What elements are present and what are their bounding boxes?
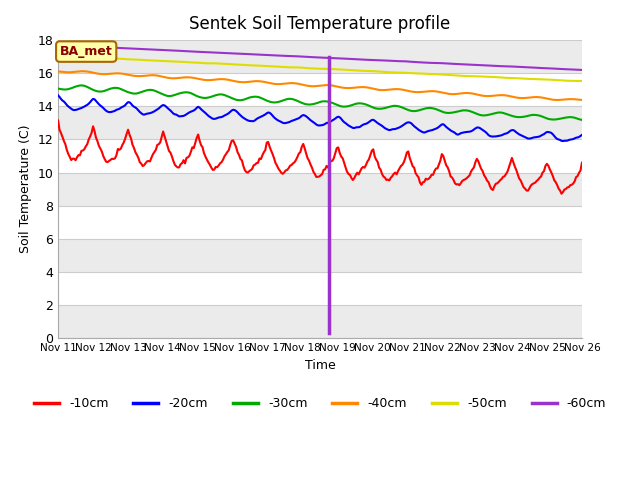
Bar xyxy=(58,73,582,107)
Bar xyxy=(58,173,582,206)
Title: Sentek Soil Temperature profile: Sentek Soil Temperature profile xyxy=(189,15,451,33)
Bar xyxy=(58,107,582,140)
X-axis label: Time: Time xyxy=(305,359,335,372)
Bar xyxy=(58,305,582,338)
Text: BA_met: BA_met xyxy=(60,45,113,58)
Legend: -10cm, -20cm, -30cm, -40cm, -50cm, -60cm: -10cm, -20cm, -30cm, -40cm, -50cm, -60cm xyxy=(29,392,611,415)
Bar xyxy=(58,239,582,272)
Bar xyxy=(58,206,582,239)
Y-axis label: Soil Temperature (C): Soil Temperature (C) xyxy=(19,125,32,253)
Bar xyxy=(58,272,582,305)
Bar xyxy=(58,140,582,173)
Bar xyxy=(58,40,582,73)
